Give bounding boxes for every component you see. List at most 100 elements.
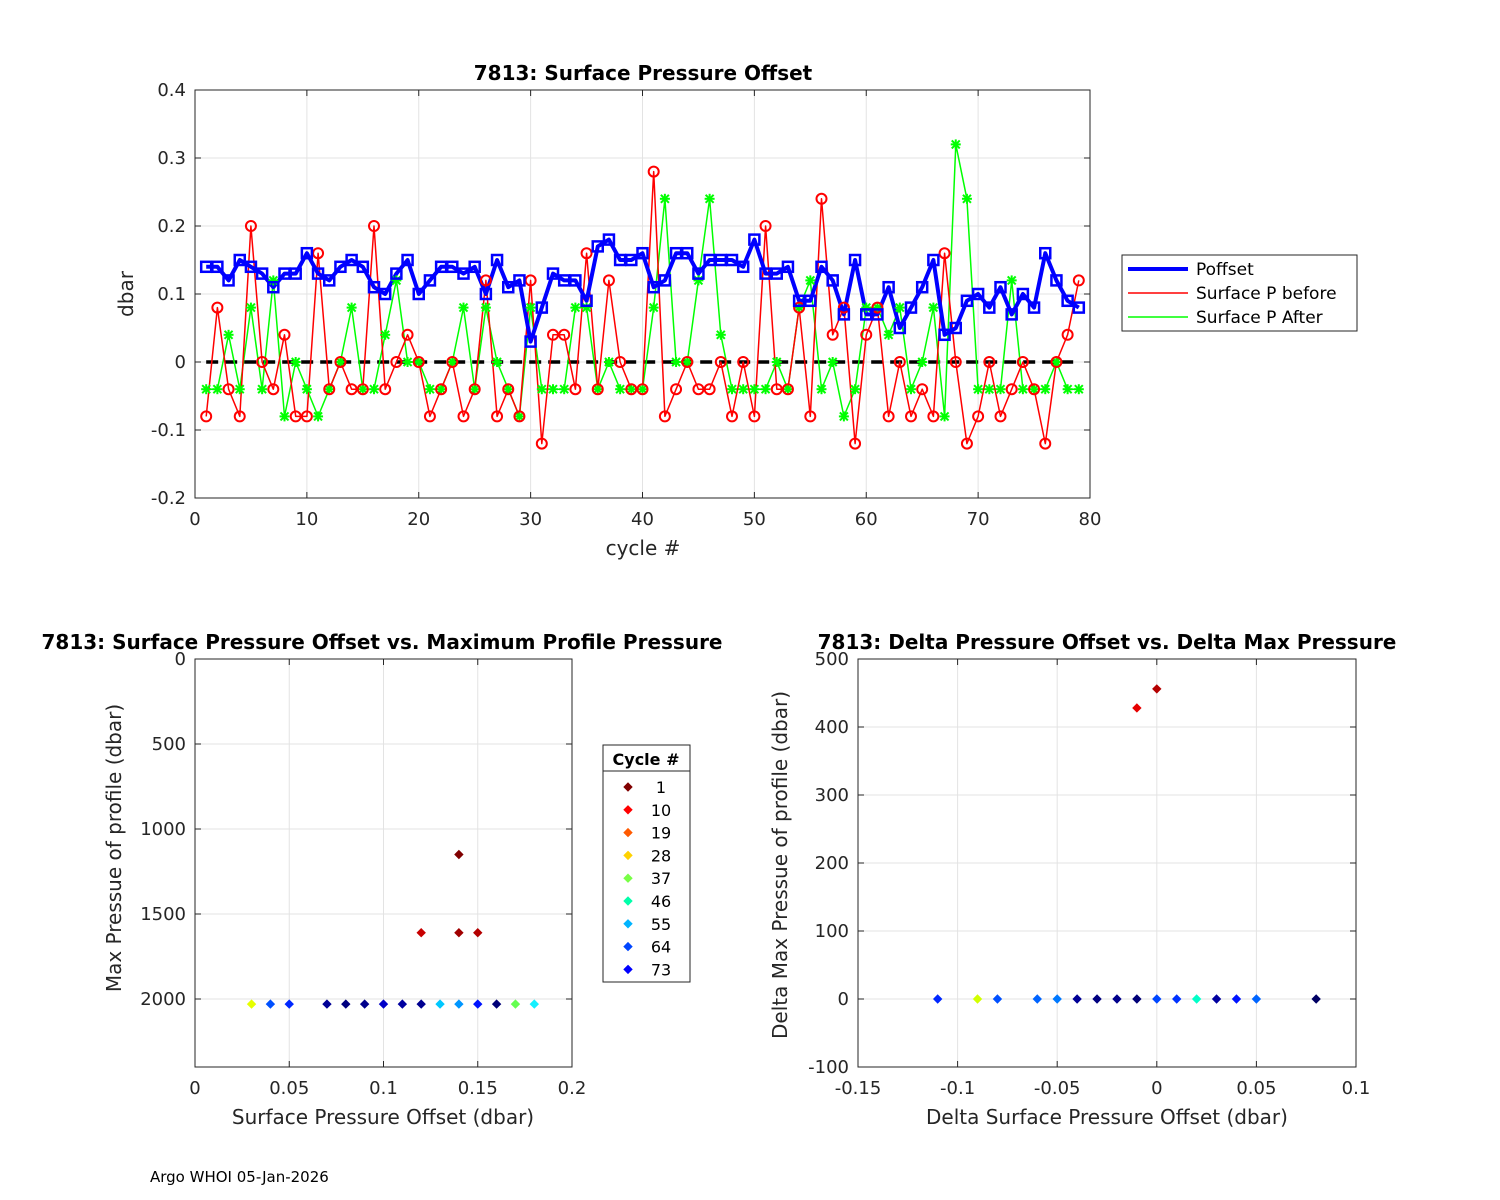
after-marker — [615, 384, 626, 395]
legend-marker — [623, 782, 633, 792]
before-marker — [1039, 437, 1052, 450]
y-axis-label: dbar — [114, 270, 138, 317]
after-marker — [603, 357, 614, 367]
after-marker — [883, 329, 894, 340]
poffset-marker — [591, 240, 604, 253]
scatter-point — [1132, 703, 1142, 713]
before-marker — [1072, 274, 1085, 287]
before-marker — [860, 328, 873, 341]
legend-marker — [623, 873, 633, 883]
scatter-point — [378, 999, 389, 1009]
scatter-point — [473, 999, 483, 1009]
after-marker — [447, 357, 458, 367]
after-marker — [201, 384, 212, 395]
after-marker — [492, 357, 503, 367]
before-marker — [658, 410, 671, 423]
poffset-marker — [647, 280, 660, 294]
scatter-point — [454, 999, 464, 1009]
before-marker — [479, 274, 492, 287]
before-marker — [1050, 356, 1063, 368]
before-marker — [815, 192, 828, 205]
after-marker — [637, 384, 648, 395]
after-marker — [1073, 384, 1084, 395]
after-marker — [212, 384, 223, 395]
delta-offset-vs-delta-max-chart: -0.15 -0.1 -0.05 0 0.05 0.1 -100 0 100 200 300 400 5… — [768, 630, 1396, 1129]
y-tick-label: -0.1 — [151, 420, 186, 441]
poffset-marker — [882, 280, 895, 294]
scatter-point — [454, 849, 464, 860]
before-marker — [781, 383, 794, 396]
x-tick-label: 10 — [295, 509, 318, 530]
after-marker — [570, 302, 581, 313]
before-marker — [244, 220, 257, 232]
before-marker — [804, 410, 817, 423]
after-marker — [1062, 384, 1073, 395]
after-marker — [357, 384, 368, 395]
scatter-point — [416, 927, 426, 938]
before-marker — [770, 383, 783, 396]
poffset-marker — [1039, 246, 1052, 260]
before-marker — [703, 383, 716, 396]
scatter-point — [359, 999, 370, 1009]
poffset-marker — [983, 301, 996, 314]
x-tick-label: -0.05 — [1034, 1078, 1081, 1099]
scatter-point — [1052, 994, 1062, 1004]
after-marker — [648, 302, 659, 313]
after-marker — [536, 384, 547, 395]
after-marker — [984, 384, 995, 395]
before-marker — [558, 328, 571, 341]
legend-marker — [623, 850, 633, 861]
before-marker — [300, 410, 313, 423]
legend-marker — [623, 805, 633, 815]
before-marker — [580, 247, 593, 260]
poffset-marker — [770, 267, 783, 280]
poffset-marker — [378, 287, 392, 301]
poffset-marker — [356, 260, 370, 274]
after-marker — [749, 384, 760, 395]
before-marker — [614, 356, 627, 368]
y-tick-label: 0 — [175, 352, 186, 373]
scatter-point — [265, 999, 276, 1009]
poffset-marker — [748, 233, 761, 246]
poffset-marker — [401, 253, 414, 267]
before-marker — [446, 356, 459, 368]
poffset-marker — [490, 253, 504, 267]
after-marker — [704, 193, 715, 204]
before-marker — [960, 437, 973, 450]
after-marker — [1051, 357, 1062, 367]
poffset-marker — [300, 246, 314, 260]
poffset-marker — [323, 274, 336, 287]
scatter-point — [1112, 994, 1122, 1004]
poffset-marker — [446, 260, 459, 274]
poffset-marker — [893, 321, 907, 335]
legend-marker — [623, 827, 633, 838]
scatter-point — [1231, 994, 1242, 1004]
poffset-marker — [837, 308, 851, 321]
after-marker — [782, 384, 793, 395]
before-marker — [379, 383, 392, 396]
after-marker — [894, 302, 905, 313]
before-marker — [938, 247, 951, 260]
after-marker — [436, 384, 447, 395]
after-marker — [738, 384, 749, 395]
after-marker — [693, 275, 704, 286]
after-marker — [950, 139, 961, 150]
y-tick-label: 200 — [815, 853, 849, 874]
x-tick-label: 20 — [407, 509, 430, 530]
poffset-marker — [524, 335, 537, 348]
scatter-point — [1132, 994, 1142, 1004]
poffset-marker — [580, 294, 593, 308]
after-marker — [1017, 384, 1028, 395]
cycle-legend: Cycle # 1 10 19 28 37 46 55 64 73 — [602, 744, 691, 983]
scatter-point — [1152, 994, 1162, 1004]
poffset-marker — [1027, 301, 1041, 314]
poffset-marker — [457, 267, 470, 280]
legend-entry-label: 19 — [651, 824, 671, 843]
x-tick-label: -0.15 — [835, 1078, 882, 1099]
after-marker — [827, 357, 838, 367]
before-marker — [826, 328, 839, 341]
poffset-marker — [625, 253, 638, 267]
before-marker — [222, 383, 235, 396]
before-marker — [602, 274, 615, 287]
